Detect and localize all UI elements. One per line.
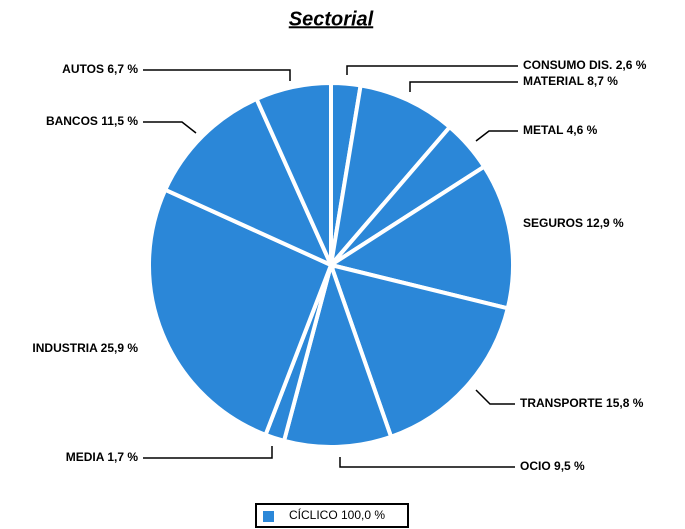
slice-category: TRANSPORTE	[520, 396, 603, 410]
pie-slice	[326, 163, 515, 311]
slice-category: METAL	[523, 123, 563, 137]
legend-label: CÍCLICO 100,0 %	[289, 507, 385, 522]
slice-category: CONSUMO DIS.	[523, 58, 612, 72]
slice-category: OCIO	[520, 459, 551, 473]
slice-label: OCIO 9,5 %	[520, 459, 585, 473]
leader-line	[339, 457, 515, 468]
slice-value-label: 15,8 %	[606, 396, 644, 410]
legend-swatch	[263, 511, 274, 522]
slice-category: MEDIA	[66, 450, 105, 464]
legend-box	[255, 503, 409, 528]
slice-label: MATERIAL 8,7 %	[523, 74, 618, 88]
leader-line	[346, 65, 518, 75]
leader-line	[143, 121, 197, 134]
pie-slice	[162, 96, 335, 270]
slice-label: SEGUROS 12,9 %	[523, 216, 624, 230]
slice-label: CONSUMO DIS. 2,6 %	[523, 58, 647, 72]
leader-line	[409, 81, 518, 92]
slice-category: MATERIAL	[523, 74, 584, 88]
leader-line	[475, 389, 515, 405]
pie-slice	[327, 262, 511, 440]
slice-value-label: 2,6 %	[616, 58, 647, 72]
slice-value-label: 12,9 %	[586, 216, 624, 230]
slice-label: AUTOS 6,7 %	[62, 62, 138, 76]
leader-line	[143, 69, 291, 81]
slice-value-label: 1,7 %	[107, 450, 138, 464]
slice-label: METAL 4,6 %	[523, 123, 598, 137]
chart-title: Sectorial	[289, 8, 374, 30]
slice-category: INDUSTRIA	[32, 341, 98, 355]
slice-category: AUTOS	[62, 62, 104, 76]
pie-slice	[147, 187, 334, 438]
leader-line	[143, 446, 273, 459]
leader-line	[475, 130, 518, 142]
slice-value-label: 6,7 %	[107, 62, 138, 76]
pie-slice	[281, 258, 394, 449]
pie-slice	[253, 80, 333, 266]
slice-value-label: 11,5 %	[101, 114, 138, 128]
slice-value-label: 25,9 %	[101, 341, 139, 355]
slice-value-label: 8,7 %	[587, 74, 618, 88]
slice-category: BANCOS	[46, 114, 98, 128]
slice-label: TRANSPORTE 15,8 %	[520, 396, 644, 410]
slice-label: BANCOS 11,5 %	[46, 114, 138, 128]
slice-category: SEGUROS	[523, 216, 583, 230]
slice-value-label: 4,6 %	[567, 123, 598, 137]
slice-value-label: 9,5 %	[554, 459, 585, 473]
slice-label: INDUSTRIA 25,9 %	[32, 341, 138, 355]
slice-label: MEDIA 1,7 %	[66, 450, 139, 464]
